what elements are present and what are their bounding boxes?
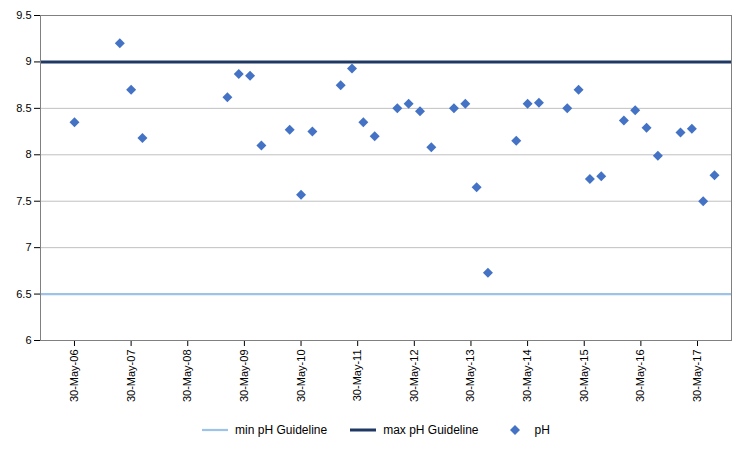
svg-text:7: 7 <box>25 241 31 253</box>
svg-text:30-May-09: 30-May-09 <box>238 350 250 403</box>
svg-text:8: 8 <box>25 148 31 160</box>
svg-text:9.5: 9.5 <box>16 9 31 21</box>
svg-text:30-May-14: 30-May-14 <box>521 350 533 403</box>
svg-text:30-May-15: 30-May-15 <box>578 350 590 403</box>
svg-text:30-May-07: 30-May-07 <box>125 350 137 403</box>
svg-text:30-May-11: 30-May-11 <box>351 350 363 402</box>
html-text:min pH Guideline: min pH Guideline <box>235 423 328 437</box>
svg-text:30-May-13: 30-May-13 <box>464 350 476 403</box>
svg-text:8.5: 8.5 <box>16 102 31 114</box>
svg-text:9: 9 <box>25 55 31 67</box>
svg-text:30-May-10: 30-May-10 <box>295 350 307 403</box>
svg-text:30-May-16: 30-May-16 <box>634 350 646 403</box>
svg-text:30-May-08: 30-May-08 <box>181 350 193 403</box>
svg-text:30-May-12: 30-May-12 <box>408 350 420 403</box>
svg-text:7.5: 7.5 <box>16 195 31 207</box>
svg-text:30-May-17: 30-May-17 <box>691 350 703 403</box>
html-text:pH: pH <box>534 423 550 437</box>
svg-text:6: 6 <box>25 334 31 346</box>
html-text:max pH Guideline: max pH Guideline <box>383 423 479 437</box>
svg-text:30-May-06: 30-May-06 <box>68 350 80 403</box>
svg-text:6.5: 6.5 <box>16 288 31 300</box>
